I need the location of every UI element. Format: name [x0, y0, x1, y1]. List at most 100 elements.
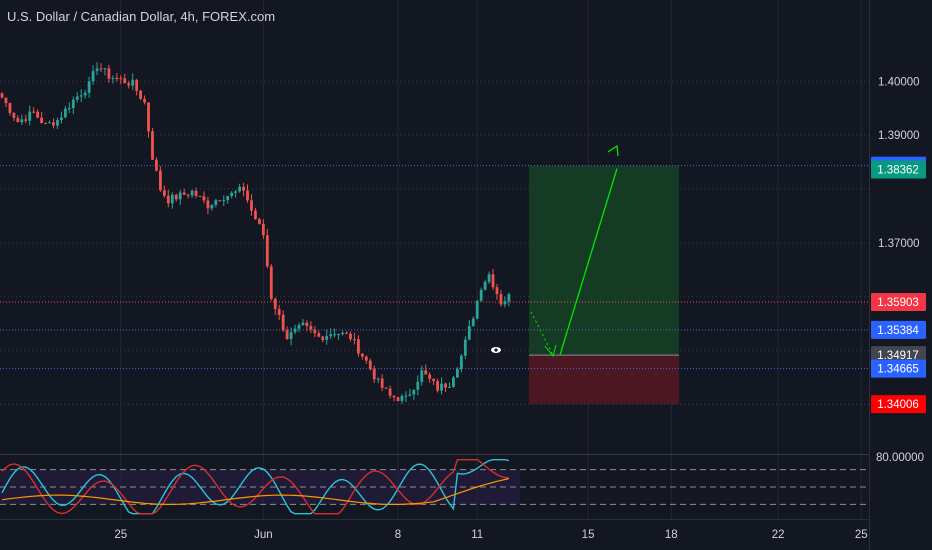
price-label-badge — [871, 346, 926, 365]
candle — [503, 301, 507, 305]
candle — [325, 335, 329, 340]
candle — [337, 334, 340, 336]
candle — [107, 68, 111, 79]
candle — [178, 192, 182, 200]
candle — [250, 200, 253, 211]
candle — [475, 300, 479, 319]
candle — [321, 336, 325, 340]
candle — [63, 108, 67, 118]
candle — [471, 318, 475, 327]
candle — [162, 190, 166, 196]
candle — [103, 68, 107, 70]
time-axis-label: Jun — [254, 529, 273, 541]
candle — [345, 332, 348, 334]
candle — [277, 309, 281, 315]
candle — [428, 374, 432, 379]
candle — [313, 329, 317, 334]
candle — [155, 159, 158, 171]
candle — [412, 389, 416, 395]
pane-separator[interactable] — [0, 454, 870, 455]
candle — [143, 98, 146, 103]
candle — [388, 388, 392, 396]
price-label-text: 1.34006 — [877, 399, 919, 411]
candle — [459, 355, 463, 370]
candle — [400, 395, 404, 401]
price-label-text: 1.35903 — [877, 297, 919, 309]
candle — [479, 289, 483, 301]
candle — [368, 360, 372, 370]
candle — [79, 95, 83, 97]
price-label-text: 1.38362 — [877, 165, 919, 177]
candle — [444, 383, 447, 388]
candle — [432, 378, 436, 382]
candle — [353, 339, 356, 341]
candle — [329, 334, 333, 336]
candle — [170, 194, 174, 204]
candle — [16, 117, 20, 123]
candle — [269, 266, 273, 299]
candle — [416, 381, 420, 390]
arrow-head-icon — [607, 144, 619, 157]
candle — [495, 287, 499, 295]
candle — [396, 397, 400, 401]
projection-arrow — [559, 168, 618, 356]
candle — [159, 170, 162, 191]
candle — [67, 108, 71, 110]
time-axis-label: 22 — [772, 529, 785, 541]
candle — [452, 377, 455, 387]
candle — [0, 93, 4, 98]
take-profit-zone — [529, 165, 679, 356]
candle — [230, 192, 234, 197]
candle — [297, 325, 301, 329]
stop-loss-zone — [529, 355, 679, 405]
candle — [226, 196, 230, 201]
time-axis-border — [0, 519, 870, 520]
candle — [44, 123, 47, 125]
candle — [12, 112, 16, 118]
price-axis-tick: 1.37000 — [878, 238, 920, 250]
price-label-badge — [871, 292, 926, 311]
price-label-badge — [871, 160, 926, 179]
candle — [174, 194, 178, 200]
time-axis-label: 11 — [471, 529, 483, 541]
candle — [265, 235, 269, 267]
time-axis-label: 18 — [665, 529, 678, 541]
candle — [507, 294, 511, 302]
candle — [147, 102, 150, 132]
candle — [404, 395, 408, 397]
candle — [194, 190, 198, 196]
candle — [333, 334, 337, 336]
candle — [463, 339, 467, 356]
price-label-text: 1.34665 — [877, 364, 919, 376]
price-label-badge — [871, 359, 926, 378]
candle — [123, 78, 127, 84]
candle — [20, 119, 24, 123]
indicator-value-label: 80.00000 — [876, 452, 924, 464]
candle — [360, 353, 364, 357]
candle — [198, 195, 202, 197]
candle — [151, 131, 154, 160]
candle — [364, 356, 368, 361]
candle — [115, 77, 119, 79]
candle — [71, 99, 75, 109]
price-label-badge — [871, 395, 926, 414]
candle — [182, 192, 186, 195]
candle — [135, 79, 139, 91]
candle — [127, 83, 131, 86]
candle — [48, 122, 51, 124]
candle — [52, 122, 55, 126]
candle — [99, 68, 103, 70]
price-axis-tick: 1.39000 — [878, 130, 920, 142]
candle — [131, 79, 135, 86]
candle — [91, 71, 95, 82]
time-axis-label: 8 — [395, 529, 401, 541]
indicator-line-slow — [1, 459, 509, 515]
candle — [261, 223, 265, 236]
candle — [4, 97, 8, 104]
candle — [392, 395, 396, 398]
candle — [309, 325, 313, 330]
candle — [440, 383, 443, 391]
candle — [139, 90, 142, 99]
